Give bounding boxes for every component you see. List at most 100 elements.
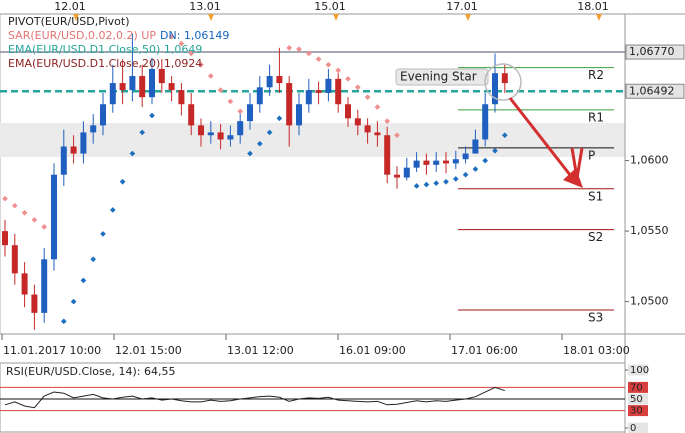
sar-dot bbox=[100, 231, 106, 237]
sar-dot bbox=[325, 61, 332, 68]
time-label: 17.01 06:00 bbox=[451, 344, 518, 357]
sar-dot bbox=[266, 129, 273, 136]
forecast-arrow bbox=[508, 97, 576, 181]
candle-body bbox=[158, 68, 165, 84]
sar-dot bbox=[227, 98, 234, 105]
y-tick-label: 30 bbox=[630, 406, 643, 417]
sar-dot bbox=[139, 129, 146, 136]
y-tick-label: 0 bbox=[630, 423, 636, 433]
candle-body bbox=[462, 153, 469, 160]
candle-body bbox=[433, 160, 440, 165]
sar-dot bbox=[129, 150, 136, 157]
sar-dot bbox=[237, 108, 244, 115]
date-marker-flag bbox=[465, 14, 471, 21]
date-marker: 15.01 bbox=[314, 0, 346, 13]
candle-body bbox=[364, 125, 371, 133]
legend-entry: PIVOT(EUR/USD,Pivot) bbox=[8, 15, 130, 28]
candle-body bbox=[286, 83, 293, 126]
date-marker-flag bbox=[333, 14, 339, 21]
candle-body bbox=[492, 73, 498, 105]
rsi-tick-box bbox=[628, 364, 648, 376]
sar-dot bbox=[413, 183, 420, 189]
sar-dot bbox=[247, 150, 253, 157]
sar-dot bbox=[452, 176, 459, 182]
y-tick-label: 1,0550 bbox=[630, 224, 669, 237]
candle-body bbox=[452, 159, 459, 164]
sar-dot bbox=[374, 104, 381, 110]
sar-dot bbox=[198, 61, 204, 68]
y-tick-label: 1,0600 bbox=[630, 154, 669, 167]
price-box bbox=[625, 83, 685, 99]
candle-body bbox=[51, 174, 57, 260]
date-marker-flag bbox=[208, 14, 214, 21]
candle-body bbox=[472, 139, 479, 154]
candle-body bbox=[335, 78, 342, 105]
pivot-label: P bbox=[588, 148, 595, 162]
candle-body bbox=[60, 146, 67, 175]
sar-dot bbox=[119, 178, 126, 185]
sar-dot bbox=[472, 166, 479, 172]
candle-body bbox=[403, 167, 410, 178]
annotation: Evening Star bbox=[400, 70, 477, 84]
sar-dot bbox=[364, 94, 371, 101]
sar-dot bbox=[207, 73, 214, 79]
candle-body bbox=[266, 76, 273, 88]
rsi-tick-box bbox=[628, 381, 648, 393]
price-box-label: 1,06770 bbox=[629, 45, 675, 58]
time-label: 12.01 15:00 bbox=[115, 344, 182, 357]
rsi-tick-box bbox=[628, 422, 648, 433]
sar-dot bbox=[80, 277, 87, 284]
candle-body bbox=[423, 160, 430, 165]
candle-body bbox=[374, 132, 381, 136]
sar-dot bbox=[217, 87, 224, 93]
sar-dot bbox=[443, 178, 449, 185]
candle-body bbox=[198, 125, 204, 136]
candle-body bbox=[325, 78, 332, 93]
annotation-box bbox=[395, 68, 489, 86]
price-box bbox=[625, 44, 685, 60]
candle-body bbox=[315, 90, 322, 93]
sar-dot bbox=[70, 298, 77, 305]
price-box-label: 1,06492 bbox=[629, 84, 675, 97]
sar-dot bbox=[109, 207, 116, 213]
pivot-label: S2 bbox=[588, 230, 603, 244]
sar-dot bbox=[462, 171, 469, 178]
legend-entry: EMA(EUR/USD.D1.Close,20) 1,0924 bbox=[8, 57, 202, 70]
sar-dot bbox=[423, 181, 430, 188]
candle-body bbox=[443, 160, 449, 164]
rsi-line bbox=[4, 386, 505, 409]
y-tick-label: 1,0500 bbox=[630, 295, 669, 308]
date-marker-flag bbox=[73, 14, 79, 21]
sar-dot bbox=[492, 147, 498, 154]
candle-body bbox=[247, 104, 253, 122]
candle-body bbox=[501, 73, 508, 84]
date-marker-flag bbox=[596, 14, 602, 21]
candle-body bbox=[129, 76, 136, 91]
candle-body bbox=[305, 90, 312, 105]
candle-body bbox=[384, 135, 391, 175]
candle-body bbox=[207, 132, 214, 136]
date-marker: 13.01 bbox=[189, 0, 221, 13]
candle-body bbox=[276, 76, 283, 84]
legend-entry: DN: 1,06149 bbox=[160, 29, 229, 42]
forecast-arrowhead bbox=[563, 168, 583, 188]
sar-dot bbox=[21, 209, 28, 216]
sar-dot bbox=[433, 180, 440, 186]
sar-dot bbox=[335, 67, 342, 74]
candle-body bbox=[149, 68, 155, 98]
pivot-label: S1 bbox=[588, 189, 603, 203]
sar-dot bbox=[276, 115, 283, 122]
support-zone bbox=[0, 123, 625, 157]
candle-body bbox=[345, 104, 351, 119]
candle-body bbox=[119, 83, 126, 91]
pivot-label: R1 bbox=[588, 110, 604, 124]
candle-body bbox=[31, 294, 38, 313]
candle-body bbox=[178, 90, 185, 105]
date-marker: 12.01 bbox=[54, 0, 86, 13]
y-tick-label: 100 bbox=[630, 365, 649, 376]
sar-dot bbox=[384, 118, 391, 124]
candle-body bbox=[188, 104, 195, 126]
y-tick-label: 50 bbox=[630, 394, 643, 405]
sar-dot bbox=[149, 112, 155, 119]
